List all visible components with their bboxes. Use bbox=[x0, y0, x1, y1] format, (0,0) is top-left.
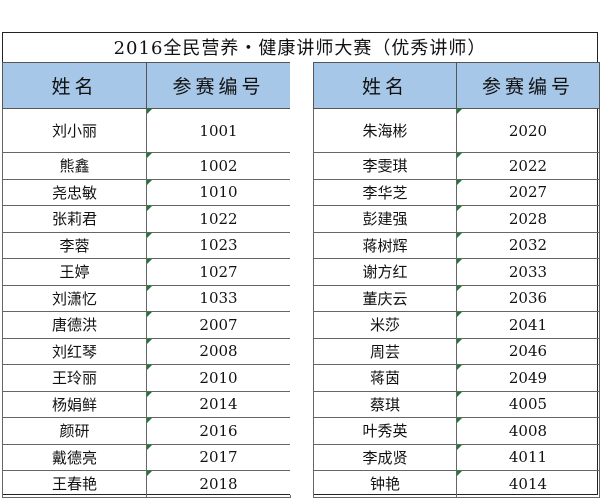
contestant-name: 彭建强 bbox=[313, 205, 457, 233]
contestant-number: 4011 bbox=[455, 443, 600, 471]
contestant-number: 4014 bbox=[455, 470, 600, 498]
table-row: 蒋茵 2049 bbox=[313, 364, 600, 392]
table-row: 钟艳 4014 bbox=[313, 470, 600, 498]
contestant-number: 2018 bbox=[146, 470, 291, 498]
contestant-number: 1001 bbox=[146, 108, 291, 153]
table-row: 叶秀英 4008 bbox=[313, 417, 600, 445]
contestant-name: 董庆云 bbox=[313, 284, 457, 312]
contestant-name: 朱海彬 bbox=[313, 108, 457, 153]
table-row: 王婷 1027 bbox=[2, 258, 291, 286]
header-row: 姓名 参赛编号 bbox=[313, 62, 600, 109]
winner-table-right: 姓名 参赛编号 朱海彬 2020 李雯琪 2022 李华芝 2027 彭建强 2028 蒋树辉 2… bbox=[313, 62, 600, 498]
contestant-name: 谢方红 bbox=[313, 258, 457, 286]
table-row: 王玲丽 2010 bbox=[2, 364, 291, 392]
contestant-name: 李华芝 bbox=[313, 178, 457, 206]
contestant-name: 李蓉 bbox=[2, 231, 147, 259]
header-number: 参赛编号 bbox=[146, 62, 291, 109]
table-row: 杨娟鲜 2014 bbox=[2, 390, 291, 418]
table-row: 熊鑫 1002 bbox=[2, 152, 291, 180]
contestant-number: 2027 bbox=[455, 178, 600, 206]
contestant-number: 1033 bbox=[146, 284, 291, 312]
contestant-number: 2020 bbox=[455, 108, 600, 153]
contestant-number: 2041 bbox=[455, 311, 600, 339]
table-row: 尧忠敏 1010 bbox=[2, 178, 291, 206]
table-row: 刘小丽 1001 bbox=[2, 108, 291, 153]
contestant-name: 李成贤 bbox=[313, 443, 457, 471]
contestant-number: 2033 bbox=[455, 258, 600, 286]
contestant-number: 2017 bbox=[146, 443, 291, 471]
contestant-number: 2028 bbox=[455, 205, 600, 233]
header-row: 姓名 参赛编号 bbox=[2, 62, 291, 109]
table-row: 刘红琴 2008 bbox=[2, 337, 291, 365]
header-name: 姓名 bbox=[2, 62, 147, 109]
contestant-name: 蒋树辉 bbox=[313, 231, 457, 259]
contestant-name: 熊鑫 bbox=[2, 152, 147, 180]
contestant-number: 4008 bbox=[455, 417, 600, 445]
contestant-name: 蒋茵 bbox=[313, 364, 457, 392]
contestant-name: 颜研 bbox=[2, 417, 147, 445]
contestant-name: 张莉君 bbox=[2, 205, 147, 233]
contestant-name: 王婷 bbox=[2, 258, 147, 286]
contestant-number: 2036 bbox=[455, 284, 600, 312]
table-row: 王春艳 2018 bbox=[2, 470, 291, 498]
contestant-name: 李雯琪 bbox=[313, 152, 457, 180]
table-row: 周芸 2046 bbox=[313, 337, 600, 365]
contestant-name: 刘小丽 bbox=[2, 108, 147, 153]
table-row: 李蓉 1023 bbox=[2, 231, 291, 259]
contestant-name: 叶秀英 bbox=[313, 417, 457, 445]
table-row: 张莉君 1022 bbox=[2, 205, 291, 233]
table-row: 李成贤 4011 bbox=[313, 443, 600, 471]
table-row: 蒋树辉 2032 bbox=[313, 231, 600, 259]
table-row: 谢方红 2033 bbox=[313, 258, 600, 286]
header-name: 姓名 bbox=[313, 62, 457, 109]
contestant-name: 米莎 bbox=[313, 311, 457, 339]
contestant-number: 2008 bbox=[146, 337, 291, 365]
header-number: 参赛编号 bbox=[455, 62, 600, 109]
contestant-name: 周芸 bbox=[313, 337, 457, 365]
contestant-name: 蔡琪 bbox=[313, 390, 457, 418]
contestant-name: 杨娟鲜 bbox=[2, 390, 147, 418]
contestant-number: 1022 bbox=[146, 205, 291, 233]
contestant-name: 刘潇忆 bbox=[2, 284, 147, 312]
contestant-number: 2010 bbox=[146, 364, 291, 392]
contestant-number: 1027 bbox=[146, 258, 291, 286]
table-row: 戴德亮 2017 bbox=[2, 443, 291, 471]
table-row: 蔡琪 4005 bbox=[313, 390, 600, 418]
contestant-number: 2049 bbox=[455, 364, 600, 392]
table-row: 朱海彬 2020 bbox=[313, 108, 600, 153]
page-title: 2016全民营养・健康讲师大赛（优秀讲师） bbox=[113, 38, 487, 59]
column-gap bbox=[290, 62, 313, 495]
contestant-number: 2016 bbox=[146, 417, 291, 445]
table-row: 董庆云 2036 bbox=[313, 284, 600, 312]
contestant-name: 王玲丽 bbox=[2, 364, 147, 392]
contestant-number: 2007 bbox=[146, 311, 291, 339]
contestant-name: 戴德亮 bbox=[2, 443, 147, 471]
table-row: 刘潇忆 1033 bbox=[2, 284, 291, 312]
contestant-number: 2022 bbox=[455, 152, 600, 180]
contestant-number: 2032 bbox=[455, 231, 600, 259]
winner-table-left: 姓名 参赛编号 刘小丽 1001 熊鑫 1002 尧忠敏 1010 张莉君 1022 李蓉 102… bbox=[2, 62, 291, 498]
contestant-name: 唐德洪 bbox=[2, 311, 147, 339]
table-row: 李雯琪 2022 bbox=[313, 152, 600, 180]
contestant-name: 王春艳 bbox=[2, 470, 147, 498]
contestant-number: 2014 bbox=[146, 390, 291, 418]
contestant-number: 2046 bbox=[455, 337, 600, 365]
table-row: 彭建强 2028 bbox=[313, 205, 600, 233]
contestant-number: 1002 bbox=[146, 152, 291, 180]
contestant-name: 尧忠敏 bbox=[2, 178, 147, 206]
contestant-name: 刘红琴 bbox=[2, 337, 147, 365]
table-row: 唐德洪 2007 bbox=[2, 311, 291, 339]
contestant-name: 钟艳 bbox=[313, 470, 457, 498]
table-row: 李华芝 2027 bbox=[313, 178, 600, 206]
table-row: 颜研 2016 bbox=[2, 417, 291, 445]
contestant-number: 1010 bbox=[146, 178, 291, 206]
table-row: 米莎 2041 bbox=[313, 311, 600, 339]
contestant-number: 1023 bbox=[146, 231, 291, 259]
contestant-number: 4005 bbox=[455, 390, 600, 418]
